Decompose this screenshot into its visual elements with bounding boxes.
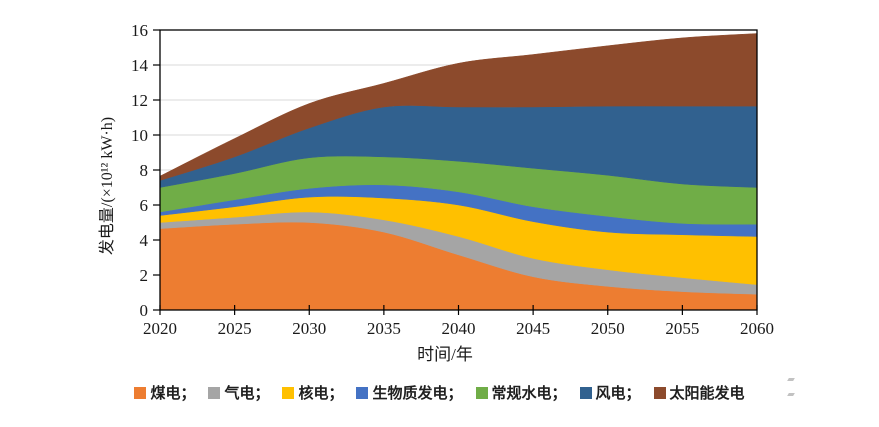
axis-ticks: [153, 29, 758, 315]
x-axis-title: 时间/年: [417, 345, 473, 364]
legend-label: 煤电；: [150, 385, 196, 402]
stray-dash-icon: [787, 378, 795, 381]
x-tick-label-2035: 2035: [367, 319, 401, 338]
x-tick-label-2060: 2060: [740, 319, 774, 338]
y-tick-label-14: 14: [131, 56, 149, 75]
y-tick-label-4: 4: [140, 231, 149, 250]
axis-tick-labels: 2020 2025 2030 2035 2040 2045 2050 2055 2060 0 2 4 6…: [131, 21, 774, 338]
y-tick-label-10: 10: [131, 126, 148, 145]
legend-swatch-icon: [356, 386, 369, 399]
legend-swatch-icon: [134, 386, 147, 399]
x-tick-label-2025: 2025: [218, 319, 252, 338]
legend-item-6: 太阳能发电: [653, 382, 745, 403]
x-tick-label-2040: 2040: [442, 319, 476, 338]
legend-swatch-icon: [475, 386, 488, 399]
legend-label: 风电；: [595, 385, 641, 402]
legend-item-4: 常规水电；: [475, 382, 567, 403]
stray-edge-artifact: [787, 378, 796, 396]
y-tick-label-0: 0: [140, 301, 149, 320]
legend-swatch-icon: [282, 386, 295, 399]
x-tick-label-2055: 2055: [665, 319, 699, 338]
stray-dash-icon: [787, 393, 795, 396]
y-tick-label-16: 16: [131, 21, 148, 40]
legend-swatch-icon: [579, 386, 592, 399]
legend-label: 常规水电；: [491, 385, 567, 402]
legend-swatch-icon: [208, 386, 221, 399]
x-tick-label-2050: 2050: [591, 319, 625, 338]
legend-item-2: 核电；: [282, 382, 343, 403]
y-tick-label-6: 6: [140, 196, 149, 215]
y-tick-label-2: 2: [140, 266, 149, 285]
x-tick-label-2045: 2045: [516, 319, 550, 338]
legend-item-1: 气电；: [208, 382, 269, 403]
y-tick-label-8: 8: [140, 161, 149, 180]
y-axis-title: 发电量/(×10¹² kW·h): [98, 117, 116, 255]
y-tick-label-12: 12: [131, 91, 148, 110]
legend-label: 太阳能发电: [669, 385, 745, 402]
legend-label: 核电；: [298, 385, 344, 402]
legend-label: 生物质发电；: [372, 385, 463, 402]
legend-item-5: 风电；: [579, 382, 641, 403]
x-tick-label-2020: 2020: [143, 319, 177, 338]
legend-swatch-icon: [653, 386, 666, 399]
area-series: [159, 33, 758, 311]
legend-label: 气电；: [224, 385, 270, 402]
legend-item-0: 煤电；: [134, 382, 195, 403]
x-tick-label-2030: 2030: [292, 319, 326, 338]
legend-item-3: 生物质发电；: [356, 382, 463, 403]
chart-legend: 煤电； 气电； 核电； 生物质发电； 常规水电； 风电； 太阳能发电: [0, 382, 879, 403]
